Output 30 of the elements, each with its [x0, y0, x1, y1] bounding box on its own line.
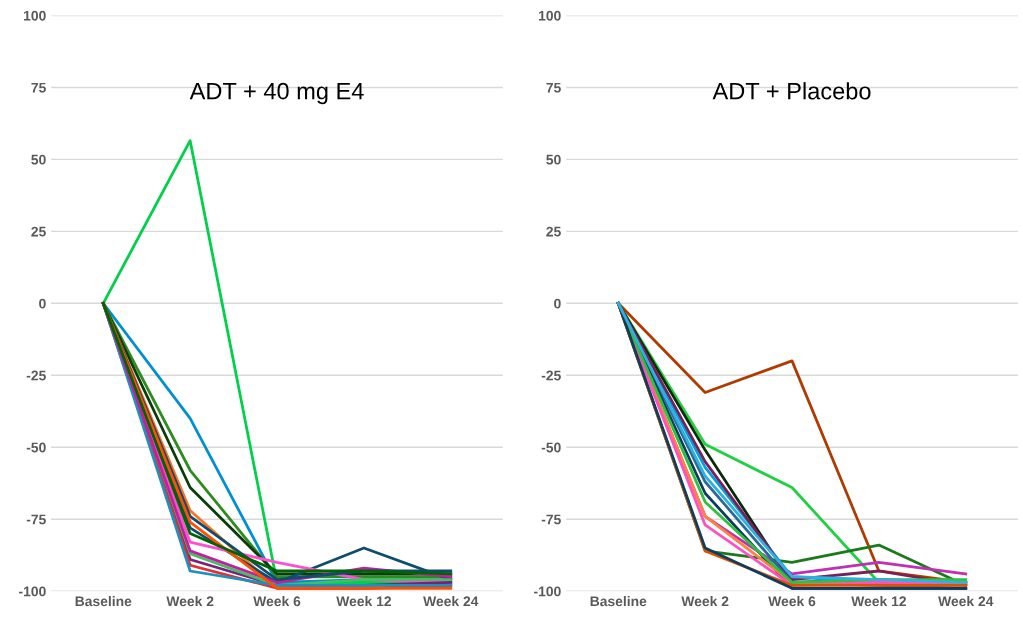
x-tick-label: Week 12: [336, 596, 392, 607]
y-tick-label: 100: [538, 10, 561, 21]
y-tick-label: -50: [541, 442, 561, 453]
x-tick-label: Week 24: [423, 596, 479, 607]
y-tick-label: 50: [31, 154, 46, 165]
x-tick-label: Week 6: [768, 596, 816, 607]
y-tick-label: 0: [554, 298, 561, 309]
y-tick-label: 25: [31, 226, 46, 237]
x-tick-label: Baseline: [75, 596, 132, 607]
y-tick-label: 75: [31, 82, 46, 93]
y-tick-label: -25: [541, 370, 561, 381]
y-tick-label: -75: [26, 514, 46, 525]
x-tick-label: Week 6: [253, 596, 301, 607]
x-tick-label: Baseline: [590, 596, 647, 607]
y-tick-label: 75: [546, 82, 561, 93]
x-tick-label: Week 2: [681, 596, 729, 607]
x-tick-label: Week 12: [851, 596, 907, 607]
y-tick-label: 100: [23, 10, 46, 21]
y-tick-label: 0: [39, 298, 46, 309]
text: ADT + 40 mg E4: [189, 82, 364, 105]
y-tick-label: -100: [534, 586, 561, 597]
x-tick-label: Week 24: [938, 596, 994, 607]
y-tick-label: -25: [26, 370, 46, 381]
y-tick-label: 25: [546, 226, 561, 237]
y-tick-label: -75: [541, 514, 561, 525]
y-tick-label: -100: [19, 586, 46, 597]
text: ADT + Placebo: [712, 82, 871, 100]
y-tick-label: -50: [26, 442, 46, 453]
x-tick-label: Week 2: [166, 596, 214, 607]
y-tick-label: 50: [546, 154, 561, 165]
